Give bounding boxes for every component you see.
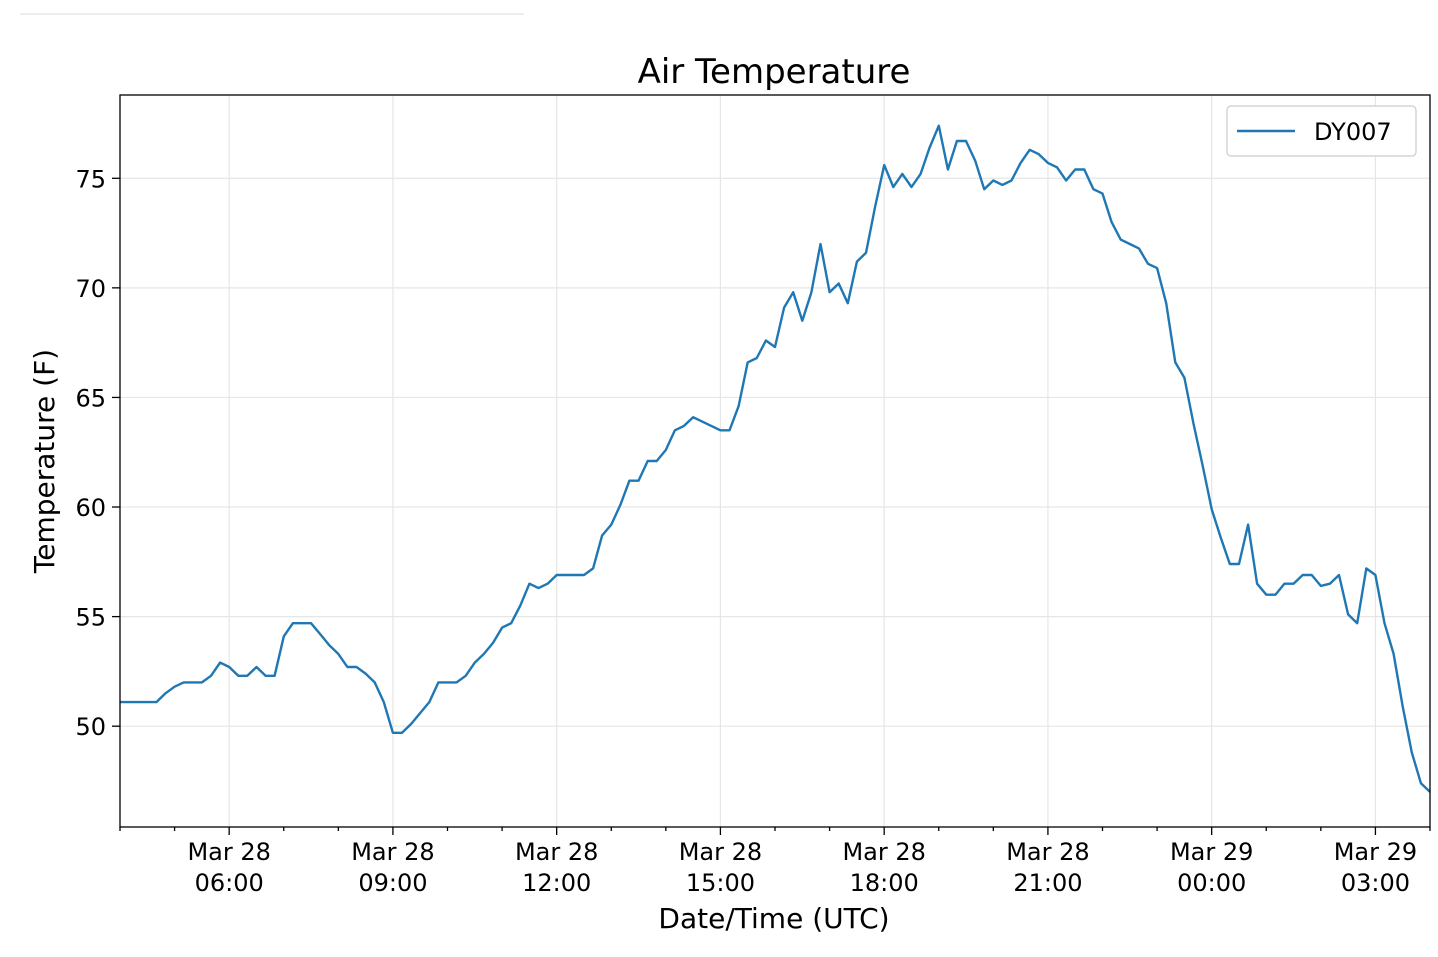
y-tick-label: 65: [75, 384, 106, 412]
x-tick-label-date: Mar 28: [679, 838, 762, 866]
x-axis-label: Date/Time (UTC): [658, 902, 889, 935]
x-tick-label-date: Mar 28: [515, 838, 598, 866]
y-axis-ticks: 50 55 60 65 70 75: [75, 165, 120, 741]
legend-box: [1226, 105, 1417, 157]
plot-area-frame: [119, 94, 1431, 828]
legend: DY007: [1226, 105, 1417, 157]
y-tick-label: 70: [75, 275, 106, 303]
x-tick-label-time: 00:00: [1177, 869, 1246, 897]
series-layer: [120, 124, 1431, 793]
x-tick-label-date: Mar 29: [1334, 838, 1417, 866]
x-tick-label-time: 06:00: [195, 869, 264, 897]
x-tick-label-time: 15:00: [686, 869, 755, 897]
x-tick-label-date: Mar 28: [1006, 838, 1089, 866]
x-tick-label-time: 12:00: [522, 869, 591, 897]
series-line-dy007: [120, 124, 1431, 793]
legend-entry-dy007: DY007: [1314, 118, 1392, 146]
chart-title: Air Temperature: [638, 52, 911, 92]
x-tick-label-time: 09:00: [358, 869, 427, 897]
x-axis-ticks: Mar 28 06:00 Mar 28 09:00 Mar 28 12:00 Mar 28 1…: [119, 827, 1431, 897]
grid-lines: [120, 95, 1430, 827]
x-tick-label-time: 21:00: [1013, 869, 1082, 897]
x-tick-label-date: Mar 29: [1170, 838, 1253, 866]
x-tick-label-date: Mar 28: [187, 838, 270, 866]
y-axis-label: Temperature (F): [28, 349, 61, 574]
y-tick-label: 50: [75, 713, 106, 741]
y-tick-label: 55: [75, 604, 106, 632]
x-tick-label-time: 03:00: [1341, 869, 1410, 897]
y-tick-label: 75: [75, 165, 106, 193]
x-tick-label-time: 18:00: [850, 869, 919, 897]
x-tick-label-date: Mar 28: [351, 838, 434, 866]
y-tick-label: 60: [75, 494, 106, 522]
x-tick-label-date: Mar 28: [842, 838, 925, 866]
